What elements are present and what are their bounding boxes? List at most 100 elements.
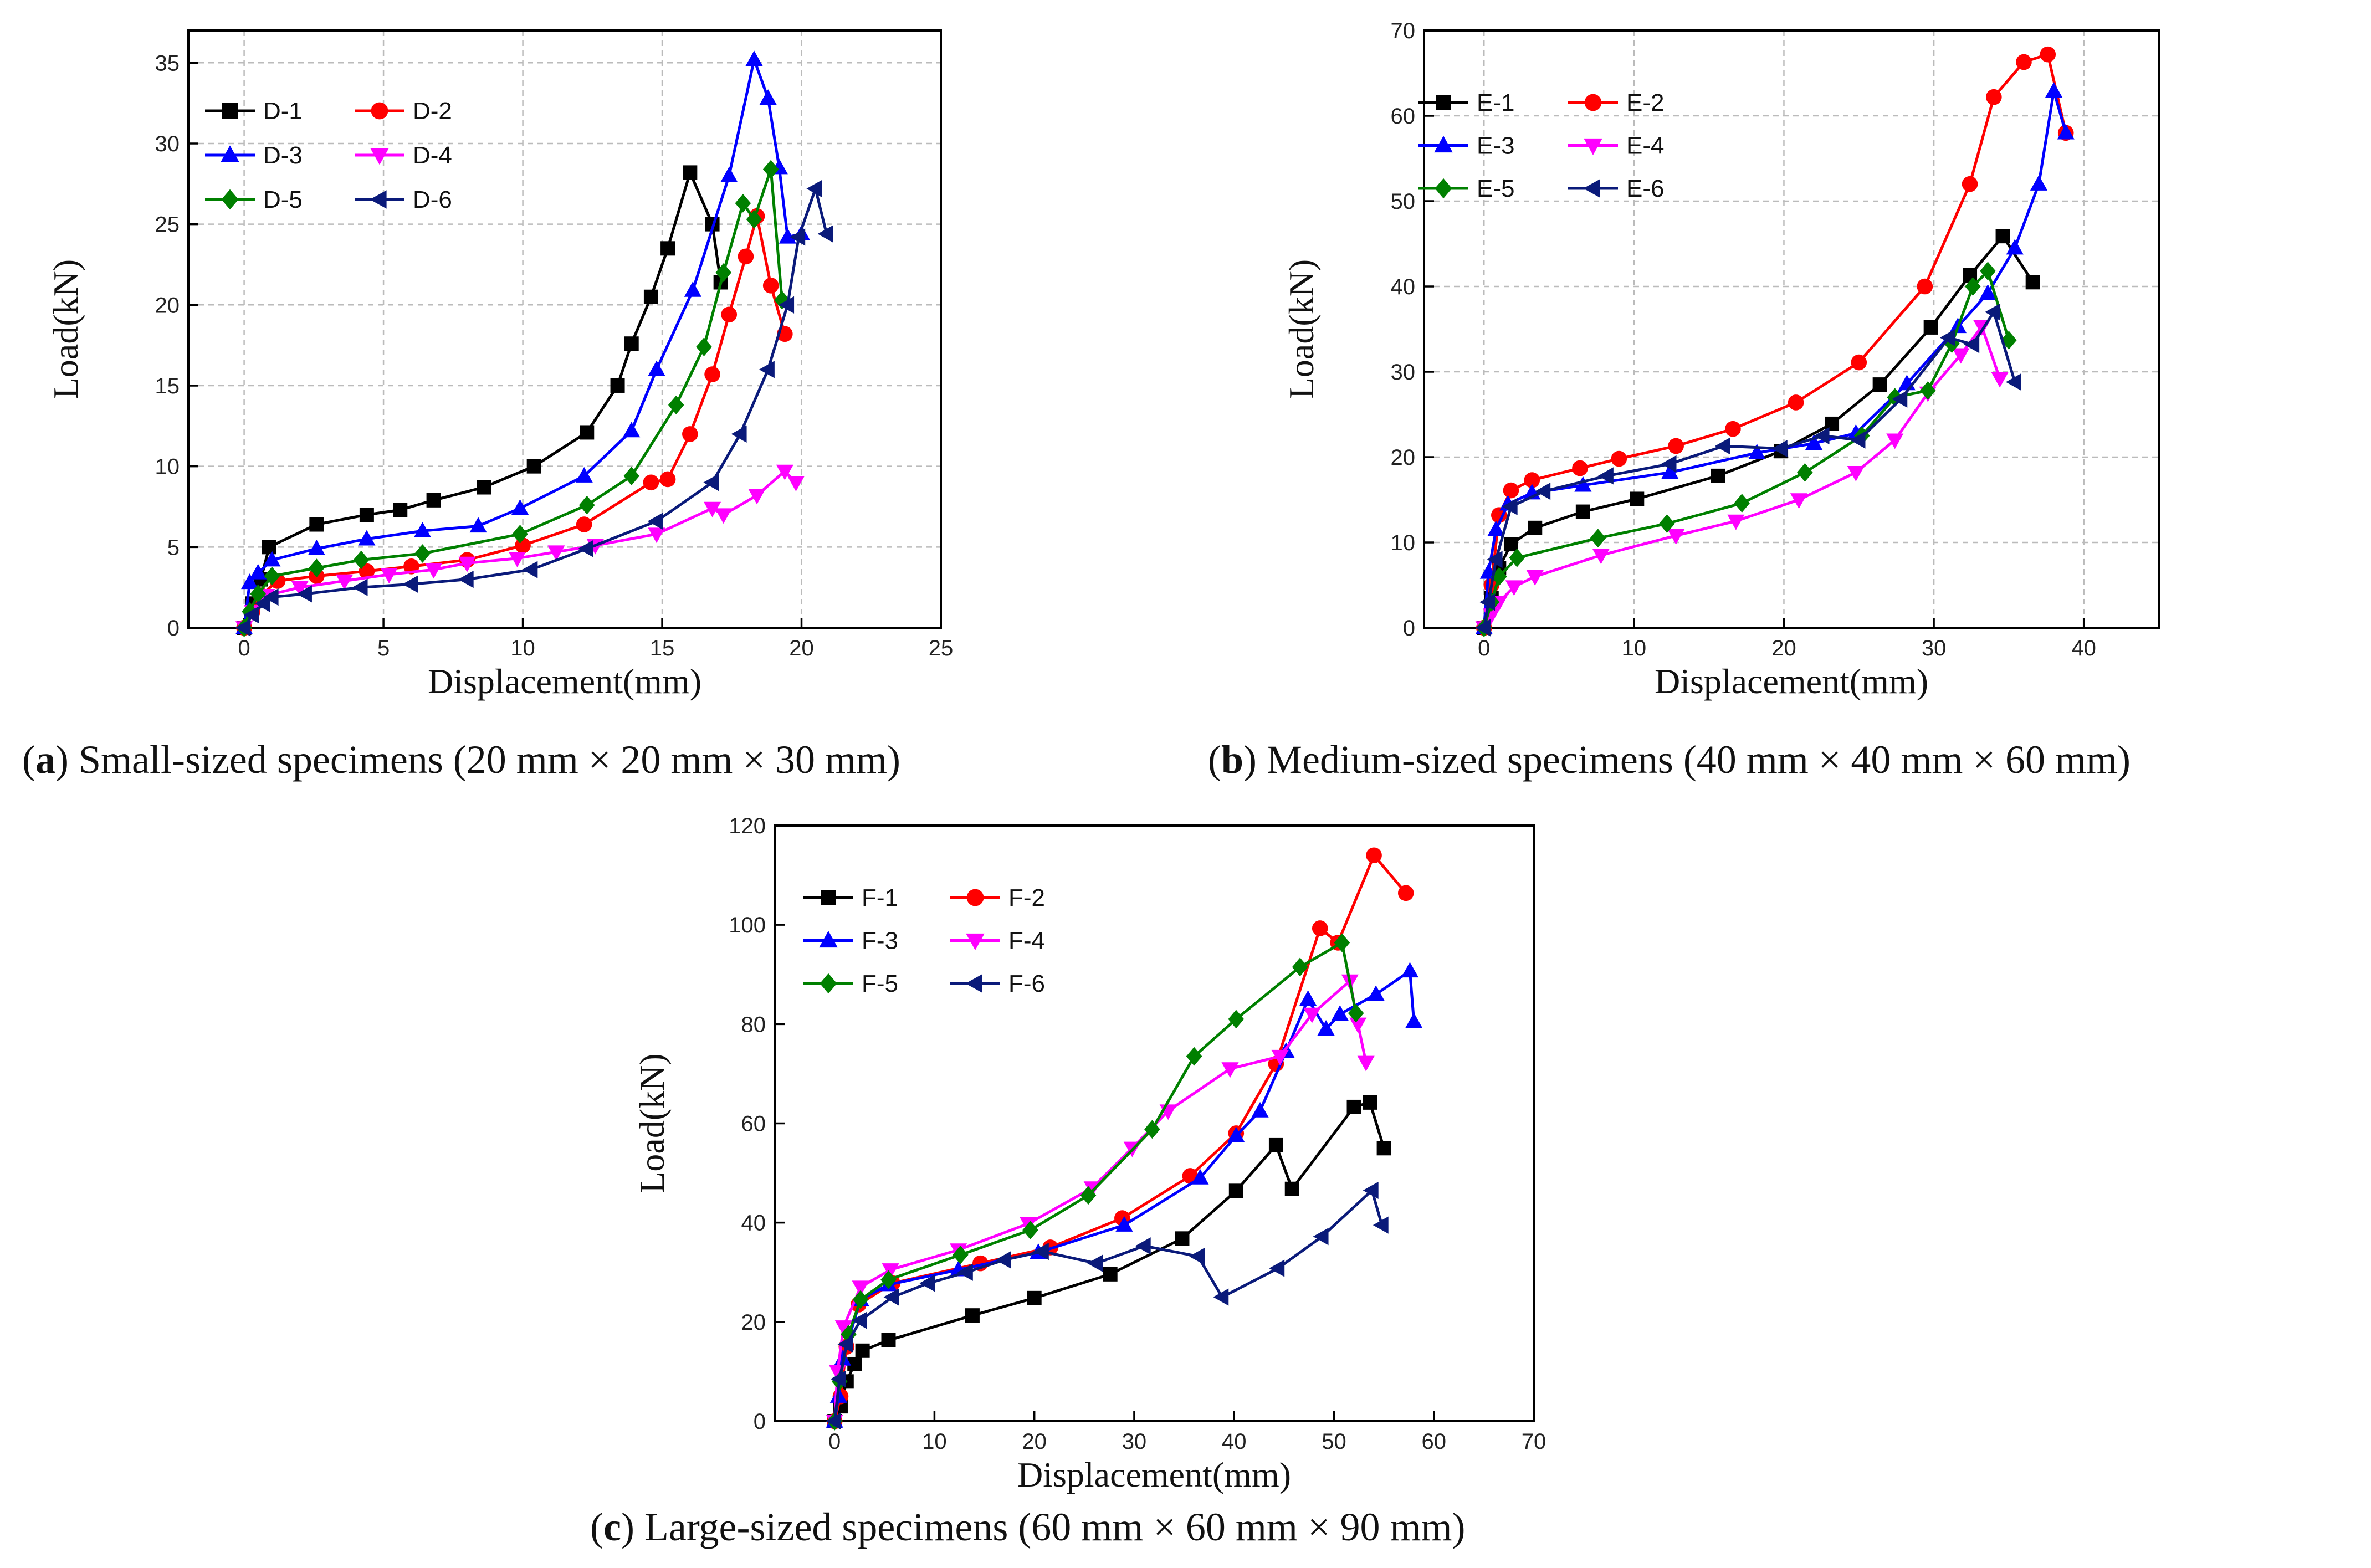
y-tick-label: 120 [729, 814, 766, 838]
data-point-D-3 [745, 50, 763, 66]
data-point-F-5 [1334, 933, 1350, 952]
data-point-E-3 [1487, 520, 1505, 536]
data-point-F-1 [881, 1333, 896, 1347]
axis-ticks: 0 10 20 30 40 50 60 70 0 20 40 60 80 100 120 [729, 814, 1546, 1454]
x-tick-label: 0 [828, 1429, 841, 1454]
x-tick-label: 30 [1922, 636, 1947, 660]
data-point-D-5 [250, 584, 267, 603]
y-tick-label: 40 [1391, 275, 1416, 299]
data-point-E-2 [1668, 438, 1684, 454]
data-point-E-6 [1985, 303, 2001, 321]
legend: F-1 F-2 F-3 F-4 F-5 F-6 [803, 884, 1045, 997]
data-point-F-1 [1228, 1183, 1243, 1198]
data-point-E-2 [1962, 176, 1978, 192]
x-axis-title: Displacement(mm) [428, 662, 701, 701]
data-point-D-1 [393, 503, 408, 517]
data-point-D-2 [762, 278, 779, 294]
data-point-E-1 [1995, 229, 2010, 244]
legend: D-1 D-2 D-3 D-4 D-5 D-6 [205, 98, 452, 213]
legend-item-F-2: F-2 [950, 884, 1045, 911]
x-tick-label: 0 [238, 636, 250, 660]
data-point-D-1 [526, 459, 541, 474]
data-point-F-6 [995, 1251, 1011, 1269]
series-line-F-4 [833, 978, 1368, 1422]
legend-item-F-1: F-1 [803, 884, 898, 911]
legend-marker [371, 102, 388, 120]
data-point-D-4 [336, 574, 354, 590]
data-point-D-6 [806, 180, 822, 198]
data-point-E-3 [2030, 175, 2048, 191]
data-point-D-6 [235, 619, 251, 637]
x-axis-title: Displacement(mm) [1655, 662, 1928, 701]
data-point-F-6 [1087, 1254, 1103, 1272]
data-point-D-1 [309, 517, 324, 532]
y-tick-label: 10 [1391, 531, 1416, 555]
x-tick-label: 70 [1522, 1429, 1546, 1454]
legend-item-F-6: F-6 [950, 970, 1045, 997]
data-point-D-3 [720, 166, 738, 182]
x-tick-label: 40 [2071, 636, 2096, 660]
data-point-F-5 [852, 1290, 869, 1309]
data-point-E-2 [1572, 460, 1588, 476]
data-point-F-4 [1271, 1049, 1289, 1065]
data-point-F-4 [1357, 1055, 1375, 1072]
data-point-E-1 [1503, 537, 1518, 552]
series-line-E-6 [1482, 309, 2016, 628]
series-markers-F-6 [825, 1181, 1389, 1430]
data-point-D-6 [703, 474, 719, 491]
data-point-E-3 [2006, 239, 2024, 255]
data-point-D-6 [254, 595, 270, 612]
data-point-E-4 [1505, 580, 1523, 596]
data-point-D-3 [759, 89, 777, 105]
data-point-D-3 [358, 530, 376, 546]
data-point-E-5 [1509, 548, 1525, 567]
data-point-E-6 [1892, 390, 1908, 408]
data-point-F-1 [1027, 1290, 1042, 1305]
data-point-F-4 [852, 1280, 869, 1297]
legend-item-E-2: E-2 [1568, 89, 1664, 116]
legend-marker [1435, 178, 1452, 199]
data-point-D-1 [610, 378, 625, 393]
series-markers-D-5 [236, 160, 790, 637]
data-point-F-6 [1373, 1216, 1389, 1234]
data-point-D-5 [353, 550, 370, 570]
data-point-D-3 [241, 573, 259, 590]
data-point-D-5 [668, 396, 684, 414]
legend-item-D-3: D-3 [205, 142, 303, 169]
data-point-F-4 [882, 1263, 899, 1279]
legend-marker [966, 933, 985, 950]
data-point-F-1 [1284, 1181, 1299, 1196]
data-point-F-5 [952, 1245, 969, 1264]
data-point-F-5 [880, 1270, 897, 1289]
data-point-D-5 [623, 467, 640, 486]
data-point-F-1 [1363, 1095, 1377, 1110]
data-point-D-6 [458, 570, 474, 588]
data-point-F-2 [1366, 847, 1382, 864]
y-tick-label: 15 [155, 374, 180, 398]
data-point-E-4 [1667, 529, 1685, 545]
data-point-E-4 [1952, 348, 1970, 364]
data-point-D-2 [576, 516, 592, 532]
legend-item-D-5: D-5 [205, 186, 303, 213]
data-point-F-3 [1191, 1169, 1209, 1185]
data-point-E-1 [1923, 320, 1938, 335]
data-point-D-6 [647, 513, 663, 530]
data-point-E-2 [1491, 507, 1507, 524]
data-point-D-4 [748, 489, 766, 505]
data-point-D-5 [512, 525, 528, 544]
data-point-F-6 [1189, 1247, 1205, 1265]
data-point-E-4 [1727, 514, 1745, 530]
legend-marker [821, 890, 836, 905]
x-tick-label: 10 [1622, 636, 1647, 660]
data-point-F-5 [1022, 1221, 1038, 1240]
y-axis-title: Load(kN) [632, 1053, 672, 1193]
y-tick-label: 20 [741, 1310, 766, 1335]
data-point-E-1 [1711, 468, 1725, 483]
legend-marker [222, 103, 238, 119]
y-tick-label: 0 [754, 1410, 766, 1434]
data-point-E-3 [1661, 463, 1679, 479]
legend-marker [370, 190, 387, 209]
data-point-E-6 [2005, 373, 2021, 391]
data-point-F-1 [1175, 1231, 1190, 1246]
data-point-F-3 [1299, 990, 1317, 1006]
